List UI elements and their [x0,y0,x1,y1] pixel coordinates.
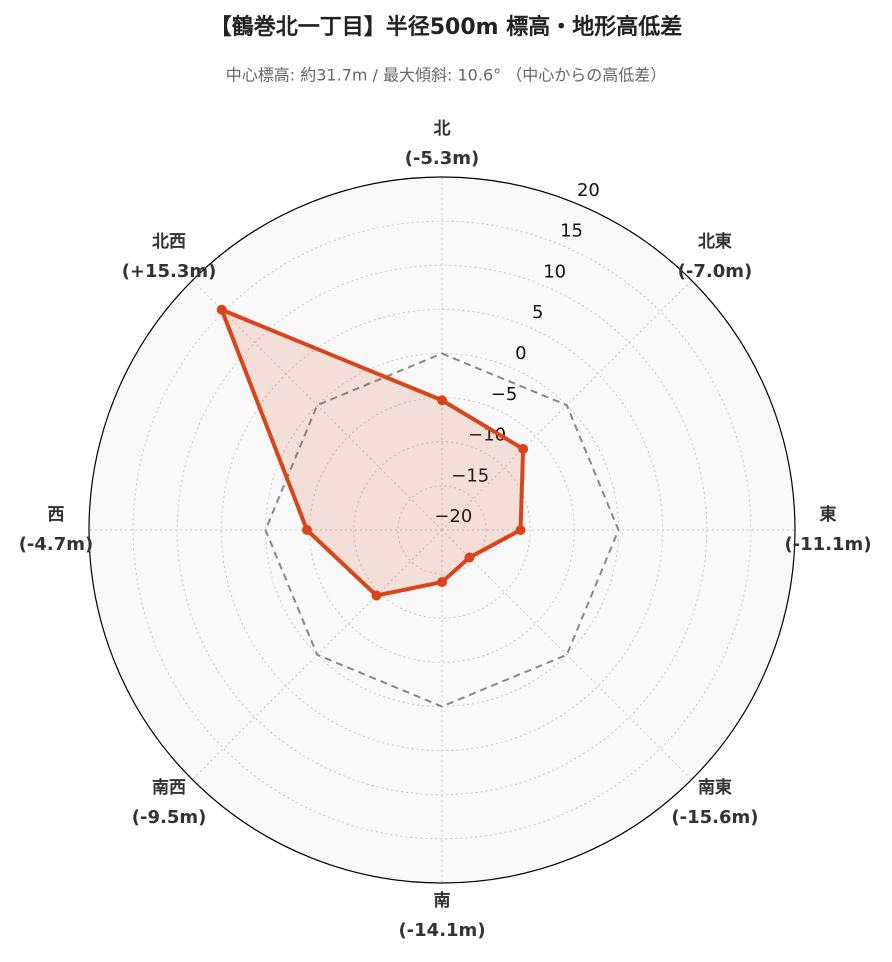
radial-tick-label: 20 [577,180,600,201]
spoke [441,529,692,780]
category-label: 西 [48,505,65,525]
data-point [515,525,526,535]
data-point [371,590,382,601]
radial-tick-label: −5 [491,384,518,405]
outer-circle [88,176,796,884]
data-point [301,525,312,535]
chart-subtitle: 中心標高: 約31.7m / 最大傾斜: 10.6° （中心からの高低差） [226,66,666,85]
reference-line [264,352,620,708]
category-label: 南西 [152,777,186,798]
radial-tick-label: 0 [515,343,526,364]
value-label: (-7.0m) [678,261,753,282]
spoke [192,280,443,531]
radial-tick-label: −15 [451,465,489,486]
value-label: (-5.3m) [405,148,480,169]
category-label: 北 [434,119,451,139]
value-label: (-14.1m) [398,920,485,941]
radial-tick-label: 5 [532,302,543,323]
grid-circle [132,220,752,840]
value-label: (-15.6m) [671,807,758,828]
data-point [464,552,475,563]
data-point [437,577,447,588]
chart-title: 【鶴巻北一丁目】半径500m 標高・地形高低差 [210,14,683,40]
grid-circle [176,264,708,796]
value-label: (+15.3m) [122,261,217,282]
category-label: 南東 [698,777,732,798]
value-label: (-11.1m) [784,534,871,555]
value-label: (-4.7m) [19,534,94,555]
category-label: 北西 [152,232,186,252]
category-label: 東 [820,504,837,525]
data-point [518,443,529,454]
radial-tick-label: −10 [468,425,506,446]
radial-tick-label: 10 [543,261,566,282]
category-label: 南 [434,890,451,911]
grid-circle [353,441,531,619]
data-point [437,395,447,406]
data-point [216,304,227,315]
radial-tick-label: −20 [434,506,472,527]
radial-tick-label: 15 [560,221,583,242]
value-label: (-9.5m) [132,807,207,828]
grid-circle [397,485,487,575]
category-label: 北東 [698,231,732,252]
